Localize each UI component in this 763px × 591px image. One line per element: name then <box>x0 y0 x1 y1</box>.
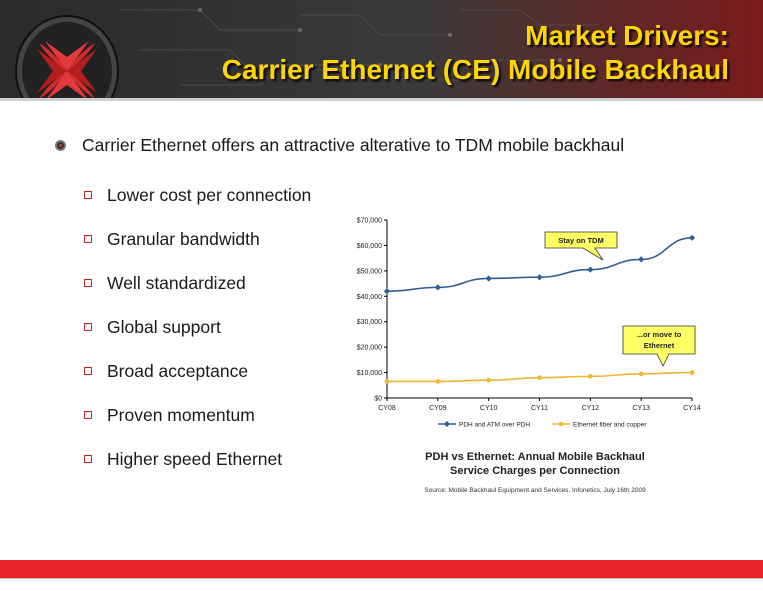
square-bullet-icon <box>84 367 92 375</box>
slide-title-line1: Market Drivers: <box>525 20 729 51</box>
sub-bullet-item: Lower cost per connection <box>84 173 311 217</box>
legend-label-0: PDH and ATM over PDH <box>459 422 530 429</box>
x-tick-label: CY11 <box>531 405 548 412</box>
chart-caption-line1: PDH vs Ethernet: Annual Mobile Backhaul <box>425 451 645 463</box>
x-tick-label: CY12 <box>582 405 600 412</box>
series-point-1 <box>689 370 695 375</box>
sub-bullet-list: Lower cost per connection Granular bandw… <box>84 173 311 481</box>
annotation-text-tdm: Stay on TDM <box>558 236 603 245</box>
sub-bullet-item: Proven momentum <box>84 393 311 437</box>
legend-marker-1 <box>558 421 564 427</box>
header-texture <box>0 0 763 98</box>
backhaul-cost-chart: $0 $10,000 $20,000 $30,000 $40,000 $50,000 $60… <box>357 218 701 429</box>
series-point-1 <box>537 375 542 380</box>
sub-bullet-item: Broad acceptance <box>84 349 311 393</box>
series-point-0 <box>536 274 543 281</box>
y-tick-label: $30,000 <box>357 319 382 326</box>
series-line-0 <box>386 237 693 292</box>
series-point-0 <box>383 288 391 295</box>
sub-bullet-text: Global support <box>107 316 221 337</box>
y-tick-label: $50,000 <box>357 268 382 275</box>
y-tick-label: $60,000 <box>357 243 382 250</box>
x-tick-label: CY10 <box>480 405 498 412</box>
square-bullet-icon <box>84 411 92 419</box>
annotation-callout-ethernet <box>622 325 696 367</box>
y-tick-label: $10,000 <box>357 370 382 377</box>
square-bullet-icon <box>84 235 92 243</box>
series-point-0 <box>485 275 492 282</box>
annotation-text-ethernet-line2: Ethernet <box>644 341 675 350</box>
series-point-0 <box>638 256 645 263</box>
series-point-0 <box>688 234 696 241</box>
legend-marker-0 <box>443 420 451 428</box>
y-tick-label: $20,000 <box>357 345 382 352</box>
chart-caption-line2: Service Charges per Connection <box>450 465 620 477</box>
series-point-1 <box>486 377 491 383</box>
sub-bullet-text: Broad acceptance <box>107 360 249 381</box>
chart-caption: PDH vs Ethernet: Annual Mobile Backhaul … <box>395 450 675 478</box>
sub-bullet-item: Global support <box>84 305 311 349</box>
square-bullet-icon <box>84 455 92 463</box>
sub-bullet-text: Higher speed Ethernet <box>107 448 283 469</box>
sub-bullet-text: Proven momentum <box>107 404 255 425</box>
series-point-0 <box>587 266 594 273</box>
sub-bullet-text: Lower cost per connection <box>107 184 312 205</box>
sub-bullet-text: Well standardized <box>107 272 246 293</box>
company-logo <box>22 22 112 98</box>
series-point-1 <box>384 379 390 384</box>
square-bullet-icon <box>84 323 92 331</box>
series-point-0 <box>434 284 441 291</box>
annotation-text-ethernet-line1: ...or move to <box>637 330 682 339</box>
y-tick-label: $0 <box>374 396 382 403</box>
y-tick-label: $70,000 <box>357 218 382 225</box>
main-bullet-text: Carrier Ethernet offers an attractive al… <box>82 135 625 155</box>
sub-bullet-item: Well standardized <box>84 261 311 305</box>
sub-bullet-item: Granular bandwidth <box>84 217 311 261</box>
square-bullet-icon <box>84 279 92 287</box>
x-tick-label: CY08 <box>378 405 396 412</box>
legend-label-1: Ethernet fiber and copper <box>573 422 647 429</box>
x-tick-label: CY14 <box>683 405 701 412</box>
footer-strip <box>0 578 763 591</box>
annotation-callout-tdm <box>544 231 618 261</box>
bullet-dot-icon <box>55 140 66 151</box>
series-point-1 <box>588 374 593 379</box>
main-bullet: Carrier Ethernet offers an attractive al… <box>55 135 624 156</box>
footer-bar <box>0 560 763 578</box>
series-point-1 <box>435 379 441 384</box>
logo-x-icon <box>37 41 97 98</box>
sub-bullet-item: Higher speed Ethernet <box>84 437 311 481</box>
y-tick-label: $40,000 <box>357 294 382 301</box>
chart-source: Source: Mobile Backhaul Equipment and Se… <box>424 487 646 494</box>
slide-title-line2: Carrier Ethernet (CE) Mobile Backhaul <box>221 54 729 85</box>
header-divider <box>0 98 763 101</box>
slide-header: Market Drivers: Carrier Ethernet (CE) Mo… <box>0 0 763 98</box>
sub-bullet-text: Granular bandwidth <box>107 228 260 249</box>
x-tick-label: CY09 <box>429 405 447 412</box>
series-point-1 <box>638 371 644 377</box>
x-tick-label: CY13 <box>632 405 650 412</box>
square-bullet-icon <box>84 191 92 199</box>
